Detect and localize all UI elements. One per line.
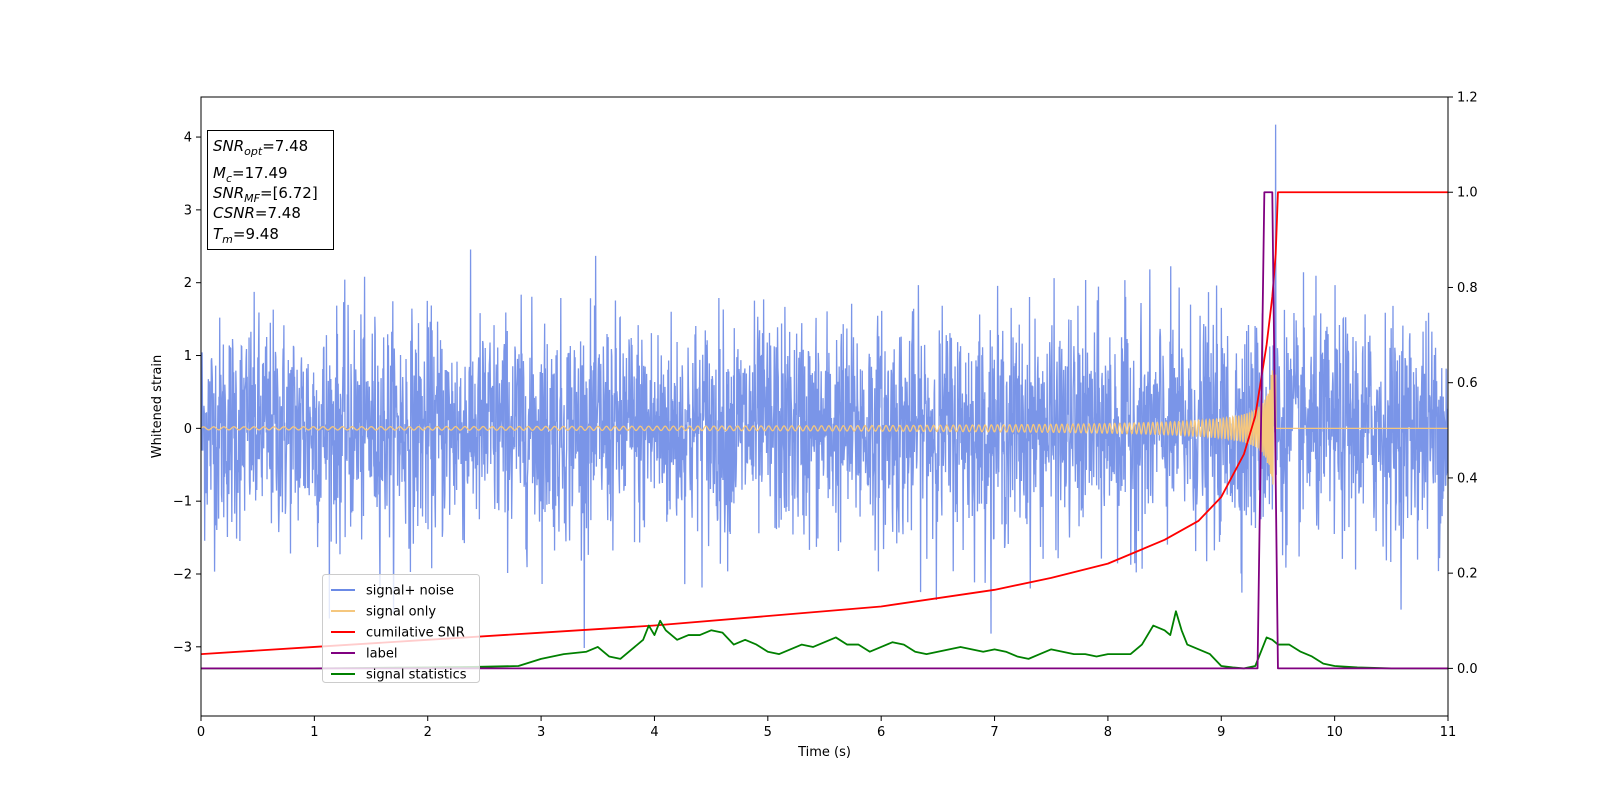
y2-tick-label: 0.6 [1457,376,1478,391]
y-tick-label: 3 [184,203,192,218]
y-tick-label: −1 [173,495,192,510]
info-value: =17.49 [232,164,288,182]
info-sub: MF [244,192,260,205]
legend-label: signal+ noise [366,584,454,599]
series-cumulative-snr [201,191,1448,655]
x-tick-label: 2 [424,725,432,740]
y-axis-left: −3 −2 −1 0 1 2 3 4 [173,131,201,655]
info-sub: m [222,233,233,246]
x-axis-label: Time (s) [797,745,851,760]
info-sub: opt [244,145,263,158]
y2-tick-label: 1.2 [1457,91,1478,106]
x-tick-label: 4 [650,725,658,740]
x-tick-label: 9 [1217,725,1225,740]
y2-tick-label: 0.4 [1457,471,1478,486]
y-axis-right: 0.0 0.2 0.4 0.6 0.8 1.0 1.2 [1448,91,1478,677]
x-axis: 0 1 2 3 4 5 6 7 8 9 10 11 [197,716,1456,740]
legend-label: cumilative SNR [366,626,465,641]
legend-label: signal only [366,605,436,620]
x-tick-label: 5 [764,725,772,740]
y2-tick-label: 0.0 [1457,662,1478,677]
info-line: Mc=17.49 [213,164,288,185]
x-tick-label: 6 [877,725,885,740]
info-value: =7.48 [255,204,301,222]
info-line: SNRopt=7.48 [213,137,308,158]
x-tick-label: 1 [310,725,318,740]
series-signal-noise [201,124,1448,648]
info-var: CSNR [213,204,255,222]
info-line: SNRMF=[6.72] [213,184,318,205]
x-tick-label: 10 [1326,725,1343,740]
y-tick-label: 4 [184,131,192,146]
y-tick-label: 0 [184,422,192,437]
y-tick-label: −3 [173,640,192,655]
plot-area [201,124,1448,670]
series-layer [201,124,1448,670]
y-tick-label: −2 [173,567,192,582]
series-signal-statistics [201,610,1448,670]
legend: signal+ noise signal only cumilative SNR la… [322,574,480,683]
info-value: =[6.72] [260,184,318,202]
x-tick-label: 7 [990,725,998,740]
legend-label: signal statistics [366,668,467,683]
legend-frame [322,574,480,683]
info-line: CSNR=7.48 [213,204,301,222]
x-tick-label: 3 [537,725,545,740]
info-line: Tm=9.48 [213,225,279,246]
x-tick-label: 8 [1104,725,1112,740]
info-var: SNR [213,184,244,202]
info-value: =7.48 [262,137,308,155]
series-signal-only [201,370,1448,485]
y-axis-label: Whitened strain [150,355,165,458]
info-var: M [213,164,226,182]
series-label [201,191,1448,670]
y2-tick-label: 0.2 [1457,567,1478,582]
y2-tick-label: 1.0 [1457,186,1478,201]
info-lines: SNRopt=7.48Mc=17.49SNRMF=[6.72]CSNR=7.48… [213,137,318,246]
info-value: =9.48 [233,225,279,243]
info-box-frame [207,130,334,250]
legend-items: signal+ noise signal only cumilative SNR la… [331,584,467,683]
plot-frame [200,96,1449,717]
info-sub: c [226,172,232,185]
y2-tick-label: 0.8 [1457,281,1478,296]
info-var: SNR [213,137,244,155]
info-box: SNRopt=7.48Mc=17.49SNRMF=[6.72]CSNR=7.48… [207,130,334,250]
info-var: T [213,225,224,243]
x-tick-label: 0 [197,725,205,740]
x-tick-label: 11 [1440,725,1457,740]
legend-label: label [366,647,397,662]
y-tick-label: 1 [184,349,192,364]
y-tick-label: 2 [184,276,192,291]
